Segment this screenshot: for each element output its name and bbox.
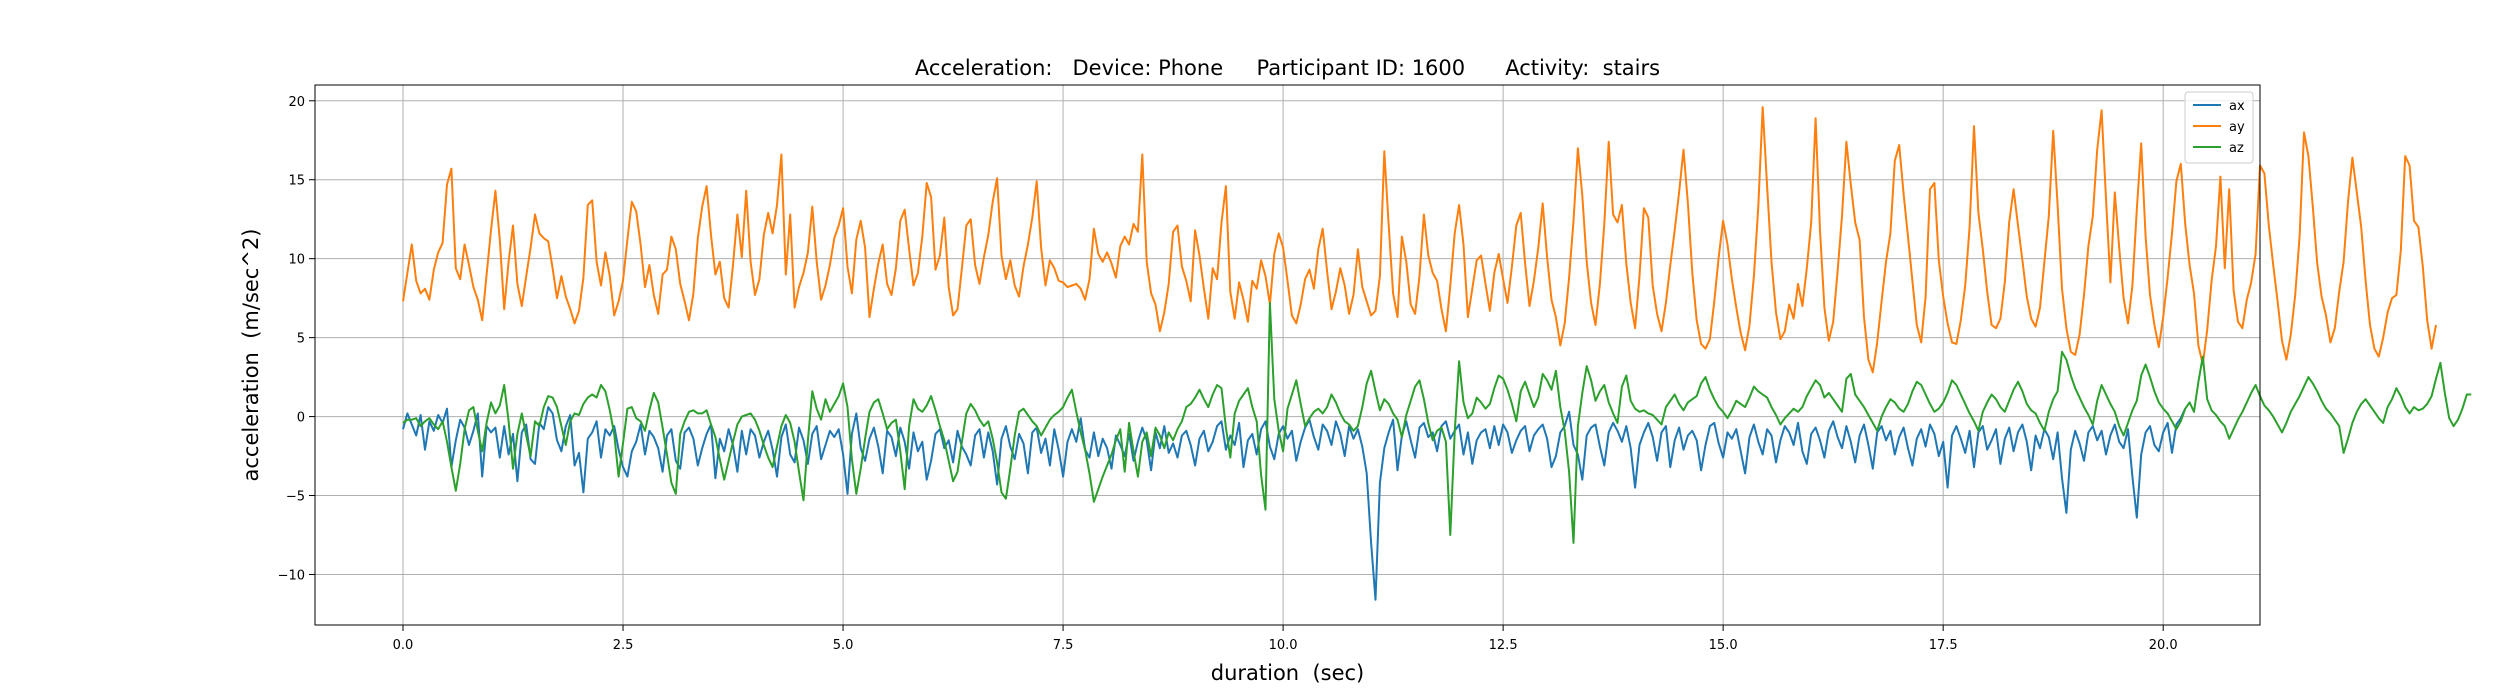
legend-items: ax ay az bbox=[2193, 99, 2245, 156]
legend-label-ax: ax bbox=[2229, 99, 2245, 114]
x-axis-ticks: 0.0 2.5 5.0 7.5 10.0 12.5 15.0 17.5 20.0 bbox=[393, 625, 2178, 653]
y-tick-label: 5 bbox=[297, 332, 305, 347]
y-tick-label: 20 bbox=[288, 95, 305, 110]
x-tick-label: 20.0 bbox=[2149, 638, 2178, 653]
x-tick-label: 12.5 bbox=[1489, 638, 1518, 653]
series-lines bbox=[402, 106, 2472, 601]
x-tick-label: 5.0 bbox=[833, 638, 854, 653]
x-tick-label: 2.5 bbox=[613, 638, 634, 653]
series-line-ay bbox=[402, 106, 2437, 374]
series-line-az bbox=[402, 301, 2472, 544]
y-tick-label: −5 bbox=[286, 490, 305, 505]
grid bbox=[315, 85, 2260, 625]
x-axis-label: duration (sec) bbox=[1211, 661, 1365, 685]
series-line-ax bbox=[402, 406, 2187, 601]
x-tick-label: 0.0 bbox=[393, 638, 414, 653]
y-axis-label: acceleration (m/sec^2) bbox=[239, 229, 263, 482]
legend-label-ay: ay bbox=[2229, 120, 2245, 135]
chart-title: Acceleration: Device: Phone Participant … bbox=[915, 56, 1660, 80]
x-tick-label: 10.0 bbox=[1269, 638, 1298, 653]
plot-frame bbox=[314, 84, 2261, 626]
x-tick-label: 17.5 bbox=[1929, 638, 1958, 653]
legend-box bbox=[2184, 91, 2254, 164]
x-tick-label: 15.0 bbox=[1709, 638, 1738, 653]
y-tick-label: 15 bbox=[288, 174, 305, 189]
y-tick-label: 0 bbox=[297, 411, 305, 426]
legend-label-az: az bbox=[2229, 141, 2244, 156]
y-tick-label: 10 bbox=[288, 253, 305, 268]
x-tick-label: 7.5 bbox=[1053, 638, 1074, 653]
legend: ax ay az bbox=[2184, 91, 2254, 164]
y-axis-ticks: −10 −5 0 5 10 15 20 bbox=[278, 95, 315, 583]
y-tick-label: −10 bbox=[278, 568, 305, 583]
